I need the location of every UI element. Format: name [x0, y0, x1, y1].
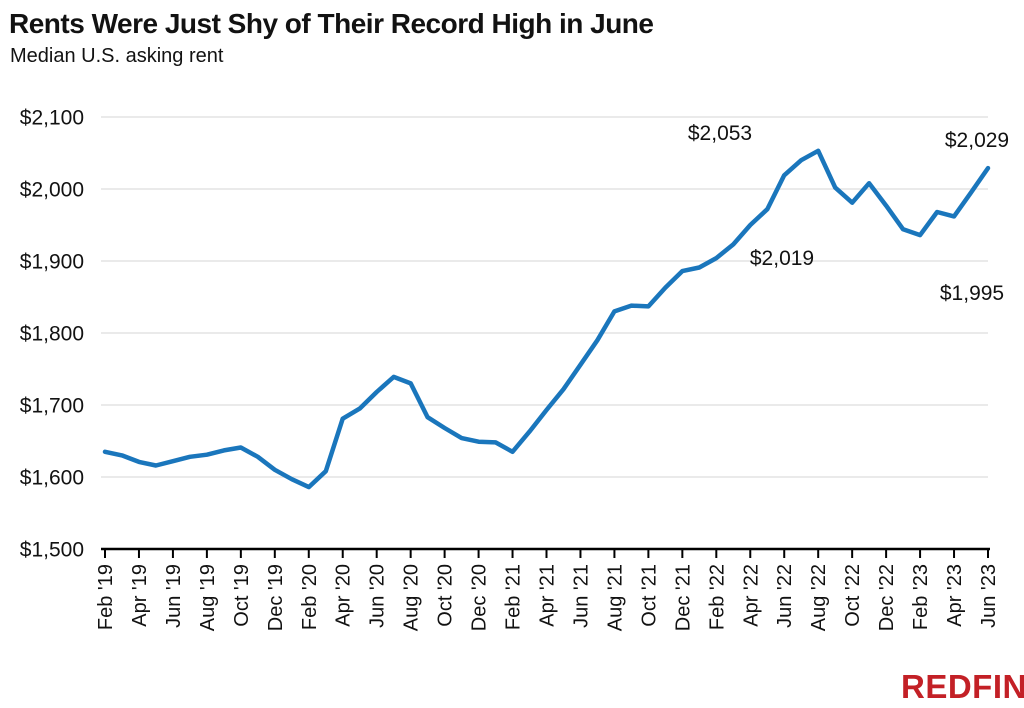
y-tick-label: $1,800: [20, 323, 84, 346]
x-tick-label: Dec '20: [469, 564, 491, 631]
x-tick-label: Oct '22: [842, 564, 864, 627]
y-tick-label: $2,000: [20, 179, 84, 202]
x-tick-label: Oct '20: [435, 564, 457, 627]
x-tick-label: Feb '19: [95, 564, 117, 630]
x-tick-label: Jun '19: [163, 564, 185, 628]
x-tick-label: Jun '23: [978, 564, 1000, 628]
x-tick-label: Jun '22: [774, 564, 796, 628]
x-tick-label: Dec '21: [672, 564, 694, 631]
chart-subtitle: Median U.S. asking rent: [10, 45, 224, 67]
x-tick-label: Feb '23: [910, 564, 932, 630]
x-tick-label: Feb '21: [503, 564, 525, 630]
x-tick-label: Oct '19: [231, 564, 253, 627]
x-tick-label: Oct '21: [638, 564, 660, 627]
y-tick-label: $1,900: [20, 251, 84, 274]
y-tick-label: $1,600: [20, 467, 84, 490]
rent-line: [102, 148, 991, 490]
annotation-label: $1,995: [940, 282, 1004, 305]
x-tick-label: Dec '19: [265, 564, 287, 631]
redfin-logo: REDFIN: [901, 668, 1024, 705]
x-tick-label: Feb '20: [299, 564, 321, 630]
x-tick-label: Apr '20: [333, 564, 355, 627]
x-tick-label: Jun '21: [570, 564, 592, 628]
x-tick-label: Apr '19: [129, 564, 151, 627]
x-tick-label: Jun '20: [367, 564, 389, 628]
annotation-label: $2,019: [750, 247, 814, 270]
chart-title: Rents Were Just Shy of Their Record High…: [9, 8, 654, 39]
x-tick-label: Aug '21: [604, 564, 626, 631]
x-tick-label: Apr '22: [740, 564, 762, 627]
y-tick-label: $1,500: [20, 539, 84, 562]
x-tick-label: Apr '21: [537, 564, 559, 627]
x-tick-label: Aug '19: [197, 564, 219, 631]
x-tick-label: Aug '20: [401, 564, 423, 631]
y-tick-label: $2,100: [20, 107, 84, 130]
x-tick-label: Apr '23: [944, 564, 966, 627]
annotation-label: $2,053: [688, 122, 752, 145]
x-tick-label: Dec '22: [876, 564, 898, 631]
x-tick-label: Feb '22: [706, 564, 728, 630]
y-tick-label: $1,700: [20, 395, 84, 418]
x-tick-label: Aug '22: [808, 564, 830, 631]
annotation-label: $2,029: [945, 129, 1009, 152]
